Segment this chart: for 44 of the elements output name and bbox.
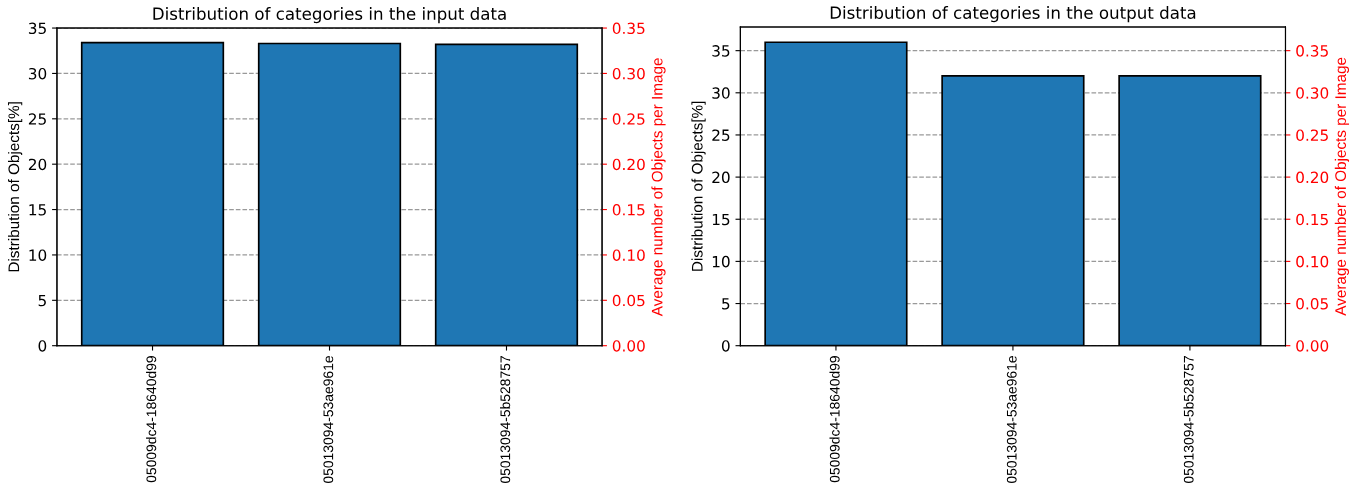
y2-axis-title: Average number of Objects per Image xyxy=(651,58,666,317)
y-tick-label: 20 xyxy=(28,158,47,171)
y2-tick-label: 0.25 xyxy=(612,113,645,125)
y-tick-label: 20 xyxy=(712,171,730,184)
y2-tick-label: 0.35 xyxy=(1296,45,1328,57)
x-tick-label: 05013094-53ae961e xyxy=(1006,356,1017,484)
y2-tick-label: 0.35 xyxy=(612,22,645,35)
y2-tick-label: 0.30 xyxy=(612,67,645,80)
x-tick-label: 05013094-53ae961e xyxy=(323,356,334,484)
y2-tick-label: 0.10 xyxy=(1296,255,1329,268)
y2-tick-label: 0.25 xyxy=(1296,129,1328,141)
y-tick-label: 15 xyxy=(712,213,730,226)
y-tick-label: 35 xyxy=(712,45,730,57)
y-tick-label: 35 xyxy=(28,22,46,35)
x-tick-label: 05013094-5b528757 xyxy=(1183,356,1194,484)
y-tick-label: 15 xyxy=(29,204,46,216)
y2-tick-label: 0.30 xyxy=(1296,87,1329,99)
y-tick-label: 5 xyxy=(38,294,46,307)
y-axis-title: Distribution of Objects[%] xyxy=(7,102,23,272)
chart-title: Distribution of categories in the output data xyxy=(830,6,1196,23)
y-tick-label: 10 xyxy=(712,255,730,268)
y2-tick-label: 0.00 xyxy=(612,340,645,352)
y-tick-label: 30 xyxy=(712,87,730,99)
y-tick-label: 25 xyxy=(712,129,730,141)
y2-tick-label: 0.20 xyxy=(612,158,645,171)
y2-tick-label: 0.15 xyxy=(1296,213,1328,226)
y-tick-label: 5 xyxy=(722,298,730,310)
y2-tick-label: 0.10 xyxy=(612,249,645,261)
y2-axis-title: Average number of Objects per Image xyxy=(1334,57,1350,316)
y-tick-label: 25 xyxy=(28,113,46,125)
x-tick-label: 05009dc4-18640d99 xyxy=(829,356,840,483)
y-tick-label: 0 xyxy=(721,340,730,352)
y2-tick-label: 0.15 xyxy=(612,204,645,216)
chart-title: Distribution of categories in the input data xyxy=(153,7,506,24)
y-axis-title: Distribution of Objects[%] xyxy=(691,101,706,271)
y2-tick-label: 0.20 xyxy=(1296,171,1329,184)
y2-tick-label: 0.05 xyxy=(612,294,645,307)
y2-tick-label: 0.05 xyxy=(1296,298,1328,310)
y-tick-label: 0 xyxy=(38,340,47,352)
y-tick-label: 30 xyxy=(28,67,47,80)
y2-tick-label: 0.00 xyxy=(1296,340,1329,352)
x-tick-label: 05013094-5b528757 xyxy=(500,356,511,484)
x-tick-label: 05009dc4-18640d99 xyxy=(146,356,157,483)
y-tick-label: 10 xyxy=(29,249,47,261)
